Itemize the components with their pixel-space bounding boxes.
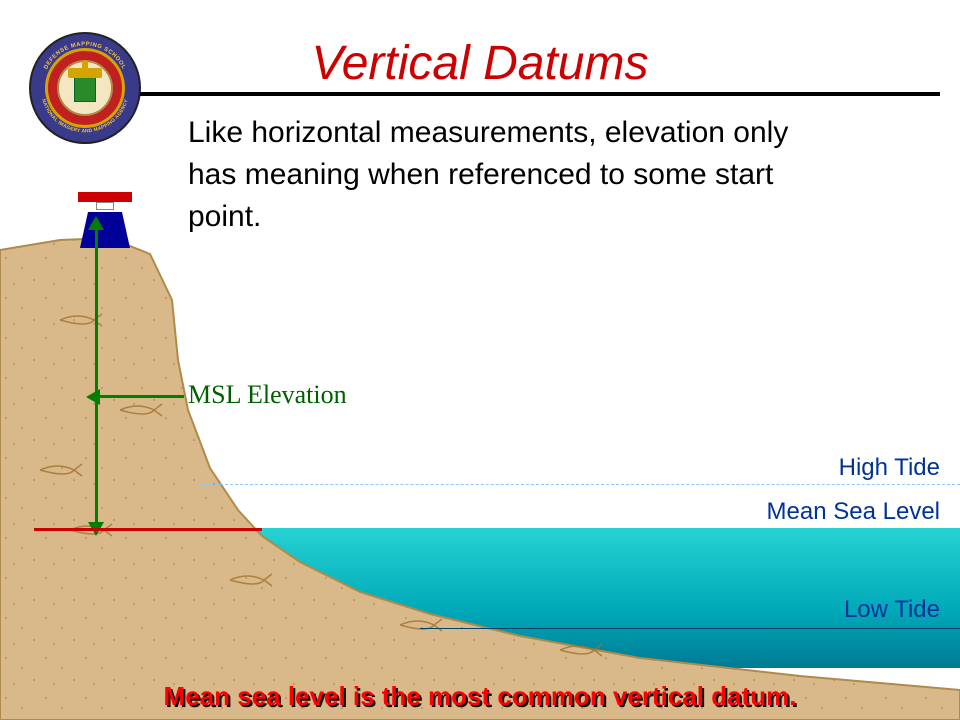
slide-title: Vertical Datums xyxy=(0,36,960,91)
slide-title-text: Vertical Datums xyxy=(312,37,649,90)
terrain-profile xyxy=(0,210,960,720)
msl-arrow-horizontal xyxy=(96,395,184,398)
msl-arrow-vertical xyxy=(95,224,98,528)
high-tide-line xyxy=(200,484,960,485)
high-tide-label-text: High Tide xyxy=(839,454,940,481)
high-tide-label: High Tide xyxy=(839,454,940,482)
mean-sea-level-label: Mean Sea Level xyxy=(767,498,940,526)
msl-baseline xyxy=(34,528,262,531)
footer-note: Mean sea level is the most common vertic… xyxy=(0,681,960,712)
vertical-datum-diagram: MSL Elevation High Tide Mean Sea Level L… xyxy=(0,210,960,720)
low-tide-label-text: Low Tide xyxy=(844,596,940,623)
msl-elevation-label-text: MSL Elevation xyxy=(188,380,347,409)
cliff-path xyxy=(0,238,960,720)
footer-note-text: Mean sea level is the most common vertic… xyxy=(164,681,797,711)
svg-text:NATIONAL IMAGERY AND MAPPING A: NATIONAL IMAGERY AND MAPPING AGENCY xyxy=(40,98,130,134)
msl-elevation-label: MSL Elevation xyxy=(188,380,347,410)
seal-bottom-text: NATIONAL IMAGERY AND MAPPING AGENCY xyxy=(40,98,130,134)
low-tide-label: Low Tide xyxy=(844,596,940,624)
lighthouse-icon xyxy=(78,192,132,248)
title-underline xyxy=(140,92,940,96)
low-tide-line xyxy=(420,628,960,629)
mean-sea-level-label-text: Mean Sea Level xyxy=(767,498,940,525)
slide: DEFENSE MAPPING SCHOOL NATIONAL IMAGERY … xyxy=(0,0,960,720)
msl-arrow-head-up xyxy=(88,216,104,230)
msl-arrow-head-left xyxy=(86,389,100,405)
